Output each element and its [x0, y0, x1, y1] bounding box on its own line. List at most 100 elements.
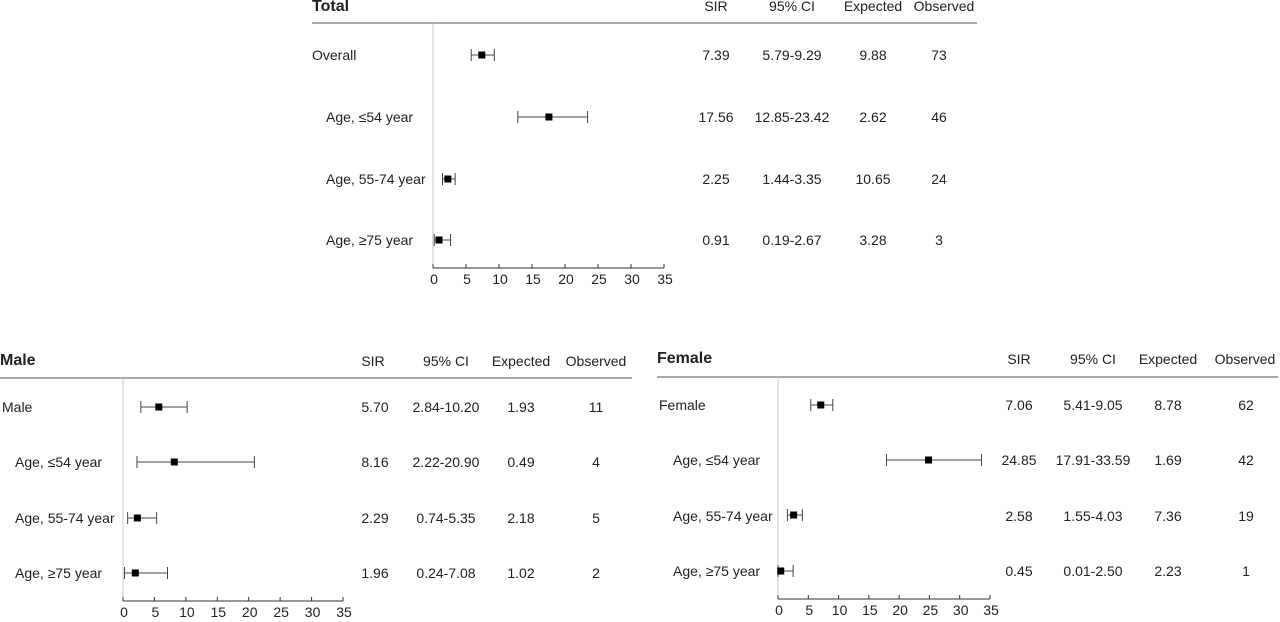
observed-value: 24 — [931, 171, 947, 187]
expected-value: 8.78 — [1154, 397, 1182, 413]
expected-value: 1.02 — [507, 565, 535, 581]
x-tick-label: 5 — [805, 602, 813, 618]
x-tick-label: 5 — [152, 604, 160, 620]
sir-point — [925, 456, 933, 464]
col-header-sir: SIR — [1007, 351, 1031, 367]
sir-value: 2.29 — [361, 510, 389, 526]
sir-value: 7.06 — [1005, 397, 1033, 413]
row-label: Age, 55-74 year — [15, 510, 115, 526]
ci-value: 12.85-23.42 — [754, 109, 830, 125]
ci-row — [786, 509, 803, 521]
expected-value: 1.93 — [507, 399, 535, 415]
x-tick-label: 20 — [242, 604, 258, 620]
x-tick-label: 15 — [862, 602, 878, 618]
ci-value: 1.55-4.03 — [1063, 508, 1123, 524]
col-header-expected: Expected — [491, 353, 551, 369]
x-tick-label: 15 — [210, 604, 226, 620]
sir-value: 5.70 — [361, 399, 389, 415]
sir-point — [170, 458, 178, 466]
observed-value: 62 — [1238, 397, 1254, 413]
observed-value: 19 — [1238, 508, 1254, 524]
row-label: Overall — [312, 47, 357, 63]
row-label: Age, ≤54 year — [15, 454, 103, 470]
sir-point — [435, 236, 443, 244]
sir-value: 2.25 — [702, 171, 730, 187]
x-tick-label: 30 — [953, 602, 969, 618]
observed-value: 11 — [588, 399, 604, 415]
ci-value: 0.74-5.35 — [416, 510, 476, 526]
col-header-observed: Observed — [565, 353, 627, 369]
row-label: Age, 55-74 year — [326, 171, 426, 187]
col-header-observed: Observed — [913, 0, 975, 14]
ci-row — [442, 173, 456, 185]
row-label: Age, ≤54 year — [673, 452, 761, 468]
sir-point — [777, 567, 785, 575]
observed-value: 2 — [592, 565, 600, 581]
sir-point — [790, 511, 798, 519]
x-tick-label: 20 — [892, 602, 908, 618]
ci-value: 17.91-33.59 — [1055, 452, 1131, 468]
observed-value: 42 — [1238, 452, 1254, 468]
panel-title: Total — [312, 0, 350, 15]
expected-value: 10.65 — [855, 171, 891, 187]
row-label: Age, ≥75 year — [326, 232, 414, 248]
forest-plot-total: 0 5 10 15 20 25 30 35 — [312, 22, 977, 287]
sir-point — [155, 403, 163, 411]
sir-value: 2.58 — [1005, 508, 1033, 524]
x-tick-label: 35 — [657, 271, 673, 287]
ci-row — [127, 512, 158, 524]
sir-point — [131, 569, 139, 577]
x-tick-label: 0 — [120, 604, 128, 620]
x-tick-label: 5 — [463, 271, 471, 287]
panel-title: Female — [657, 350, 713, 367]
row-label: Male — [2, 399, 33, 415]
expected-value: 1.69 — [1154, 452, 1182, 468]
row-label: Age, ≥75 year — [673, 563, 761, 579]
x-tick-label: 30 — [305, 604, 321, 620]
row-label: Female — [659, 397, 706, 413]
col-header-expected: Expected — [843, 0, 903, 14]
ci-row — [885, 454, 982, 466]
sir-point — [545, 113, 553, 121]
row-label: Age, ≥75 year — [15, 565, 103, 581]
ci-value: 2.22-20.90 — [412, 454, 480, 470]
ci-row — [517, 111, 589, 123]
ci-row — [433, 234, 452, 246]
ci-value: 0.19-2.67 — [762, 232, 822, 248]
col-header-sir: SIR — [361, 353, 385, 369]
expected-value: 9.88 — [859, 47, 887, 63]
observed-value: 5 — [592, 510, 600, 526]
col-header-sir: SIR — [704, 0, 728, 14]
ci-row — [140, 401, 188, 413]
sir-value: 17.56 — [698, 109, 734, 125]
expected-value: 2.23 — [1154, 563, 1182, 579]
x-tick-label: 10 — [832, 602, 848, 618]
sir-value: 24.85 — [1001, 452, 1037, 468]
sir-point — [817, 401, 825, 409]
ci-value: 5.79-9.29 — [762, 47, 822, 63]
expected-value: 0.49 — [507, 454, 535, 470]
sir-point — [133, 514, 141, 522]
expected-value: 2.62 — [859, 109, 887, 125]
x-tick-label: 10 — [492, 271, 508, 287]
ci-row — [136, 456, 255, 468]
sir-point — [444, 175, 452, 183]
ci-row — [810, 399, 834, 411]
ci-row — [470, 49, 495, 61]
panel-title: Male — [0, 352, 36, 369]
ci-value: 5.41-9.05 — [1063, 397, 1123, 413]
sir-point — [478, 51, 486, 59]
sir-value: 8.16 — [361, 454, 389, 470]
x-tick-label: 35 — [983, 602, 999, 618]
x-tick-label: 15 — [525, 271, 541, 287]
observed-value: 3 — [935, 232, 943, 248]
observed-value: 46 — [931, 109, 947, 125]
observed-value: 73 — [931, 47, 947, 63]
row-label: Age, 55-74 year — [673, 508, 773, 524]
ci-value: 0.01-2.50 — [1063, 563, 1123, 579]
x-tick-label: 20 — [558, 271, 574, 287]
sir-value: 7.39 — [702, 47, 730, 63]
